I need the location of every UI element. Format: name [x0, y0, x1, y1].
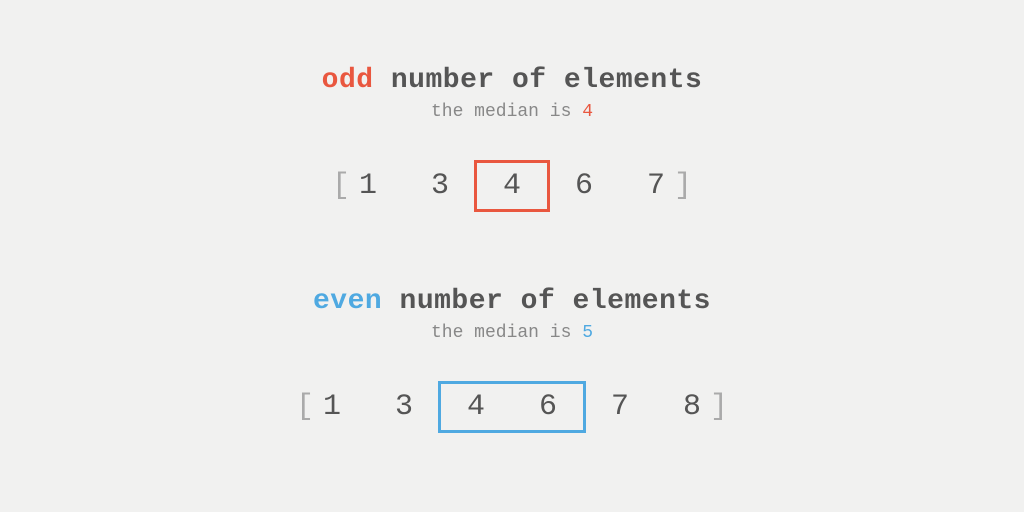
panel-even: even number of elements the median is 5 …	[0, 286, 1024, 437]
panel-even-title-rest: number of elements	[382, 286, 711, 317]
array-element: 7	[584, 392, 656, 422]
panel-even-array: [ 1 3 4 6 7 8 ]	[296, 377, 728, 437]
panel-odd: odd number of elements the median is 4 […	[0, 65, 1024, 216]
panel-even-subtitle-prefix: the median is	[431, 323, 582, 343]
panel-odd-subtitle-value: 4	[582, 102, 593, 122]
panel-even-title: even number of elements	[313, 286, 711, 317]
panel-odd-subtitle: the median is 4	[431, 102, 593, 122]
array-element: 1	[332, 171, 404, 201]
array-element: 4	[476, 171, 548, 201]
panel-odd-elements: 1 3 4 6 7	[332, 171, 692, 201]
panel-odd-title-accent: odd	[322, 65, 374, 96]
panel-even-elements: 1 3 4 6 7 8	[296, 392, 728, 422]
panel-odd-array: [ 1 3 4 6 7 ]	[332, 156, 692, 216]
panel-even-subtitle-value: 5	[582, 323, 593, 343]
array-element: 1	[296, 392, 368, 422]
array-element: 7	[620, 171, 692, 201]
panel-even-title-accent: even	[313, 286, 382, 317]
panel-odd-title: odd number of elements	[322, 65, 703, 96]
array-element: 4	[440, 392, 512, 422]
array-element: 6	[548, 171, 620, 201]
array-element: 3	[404, 171, 476, 201]
array-element: 3	[368, 392, 440, 422]
panel-odd-subtitle-prefix: the median is	[431, 102, 582, 122]
panel-even-subtitle: the median is 5	[431, 323, 593, 343]
array-element: 6	[512, 392, 584, 422]
array-element: 8	[656, 392, 728, 422]
panel-odd-title-rest: number of elements	[374, 65, 703, 96]
